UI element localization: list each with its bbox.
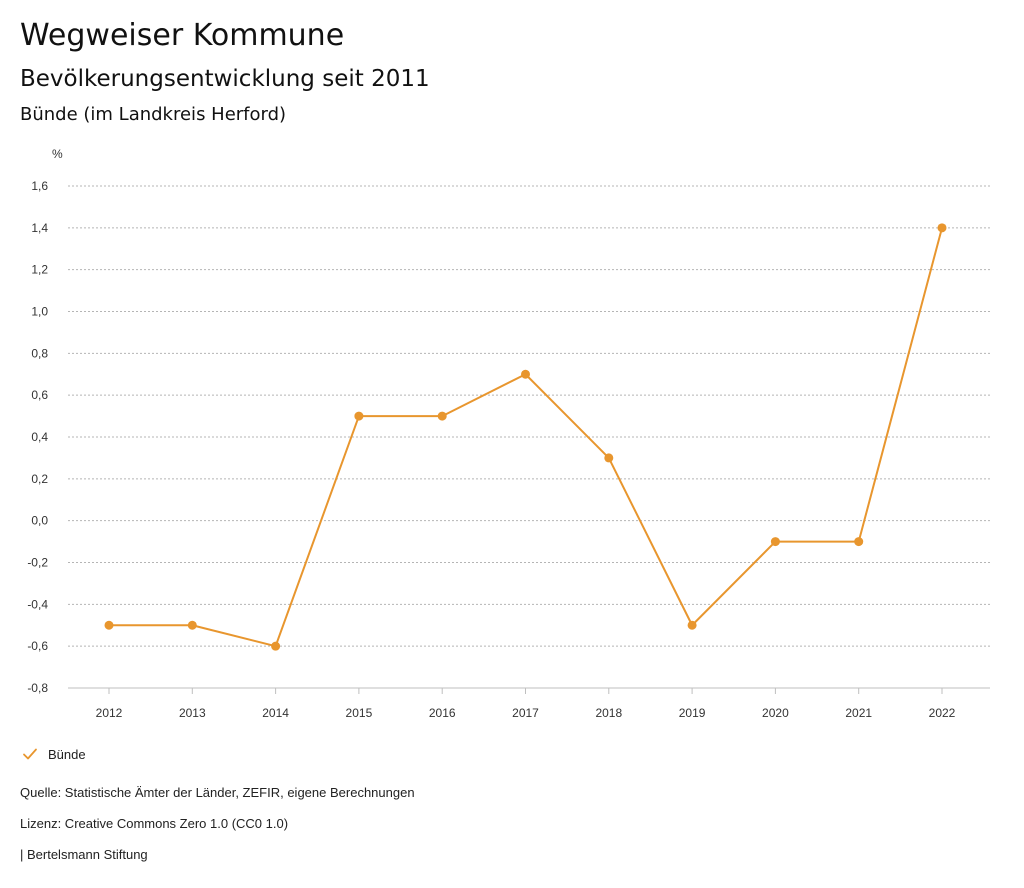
data-point[interactable] <box>604 453 614 463</box>
data-point[interactable] <box>687 620 697 630</box>
source-note: Quelle: Statistische Ämter der Länder, Z… <box>20 785 415 800</box>
line-chart: % 1,6 1,4 1,2 1,0 0,8 0,6 0,4 0,2 0,0 -0,2 -0,4 -0,… <box>27 147 990 720</box>
x-axis-ticks: 2012 2013 2014 2015 2016 2017 2018 2019 2020 2021… <box>68 687 990 720</box>
y-tick-label: 0,4 <box>31 430 48 444</box>
legend[interactable]: Bünde <box>22 744 86 764</box>
page-title: Wegweiser Kommune <box>20 18 345 53</box>
data-point[interactable] <box>937 223 947 233</box>
y-tick-label: 1,6 <box>31 179 48 193</box>
x-tick-label: 2018 <box>595 706 622 720</box>
y-tick-label: 1,2 <box>31 263 48 277</box>
y-tick-label: 0,6 <box>31 388 48 402</box>
chart-subtitle: Bevölkerungsentwicklung seit 2011 <box>20 66 430 92</box>
x-tick-label: 2021 <box>845 706 872 720</box>
x-tick-label: 2012 <box>96 706 123 720</box>
x-tick-label: 2017 <box>512 706 539 720</box>
x-tick-label: 2022 <box>929 706 956 720</box>
data-point[interactable] <box>854 537 864 547</box>
x-tick-label: 2020 <box>762 706 789 720</box>
y-tick-label: 0,0 <box>31 514 48 528</box>
data-point[interactable] <box>104 620 114 630</box>
data-point[interactable] <box>770 537 780 547</box>
y-tick-label: -0,4 <box>27 597 48 611</box>
y-tick-label: 1,4 <box>31 221 48 235</box>
y-tick-label: -0,8 <box>27 681 48 695</box>
y-axis-unit-label: % <box>52 147 63 161</box>
x-tick-label: 2019 <box>679 706 706 720</box>
data-point[interactable] <box>521 369 530 379</box>
region-label: Bünde (im Landkreis Herford) <box>20 104 287 125</box>
y-tick-label: -0,6 <box>27 639 48 653</box>
data-point[interactable] <box>271 641 281 651</box>
license-note: Lizenz: Creative Commons Zero 1.0 (CC0 1… <box>20 816 289 831</box>
grid-lines <box>68 185 990 689</box>
x-tick-label: 2016 <box>429 706 456 720</box>
x-tick-label: 2015 <box>346 706 373 720</box>
publisher-note: | Bertelsmann Stiftung <box>20 847 148 862</box>
y-tick-label: -0,2 <box>27 556 48 570</box>
legend-item-label: Bünde <box>48 746 86 762</box>
data-point[interactable] <box>354 411 364 421</box>
data-point[interactable] <box>187 620 197 630</box>
series-layer <box>104 223 947 651</box>
y-axis-ticks: 1,6 1,4 1,2 1,0 0,8 0,6 0,4 0,2 0,0 -0,2 -0,4 -0,6 -… <box>27 179 48 695</box>
y-tick-label: 0,8 <box>31 346 48 360</box>
y-tick-label: 1,0 <box>31 305 48 319</box>
y-tick-label: 0,2 <box>31 472 48 486</box>
check-icon <box>23 748 37 760</box>
data-point[interactable] <box>437 411 447 421</box>
x-tick-label: 2014 <box>262 706 289 720</box>
x-tick-label: 2013 <box>179 706 206 720</box>
